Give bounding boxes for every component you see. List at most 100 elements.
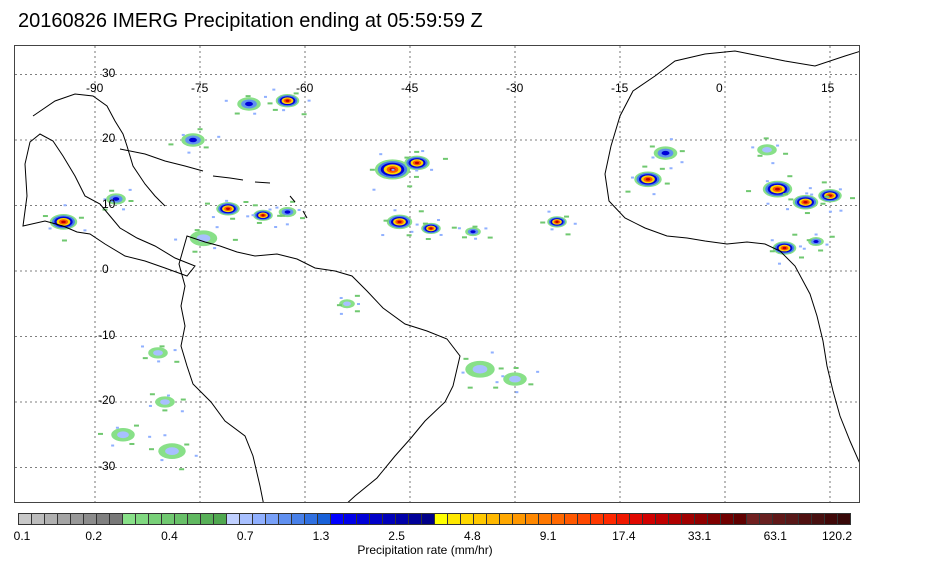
central-america-coastline	[22, 133, 196, 277]
precip-speckle	[484, 227, 488, 230]
precip-cell	[117, 431, 129, 439]
precip-cell	[245, 101, 253, 107]
precip-speckle	[630, 176, 634, 179]
colorbar-swatch	[123, 514, 136, 524]
precip-speckle	[230, 217, 236, 220]
longitude-label: -45	[401, 81, 419, 95]
colorbar-swatch	[812, 514, 825, 524]
colorbar-tick-label: 120.2	[821, 529, 853, 543]
precip-speckle	[625, 190, 631, 193]
precip-speckle	[422, 222, 428, 225]
precip-speckle	[413, 175, 419, 178]
precip-speckle	[463, 357, 469, 360]
colorbar-swatch	[604, 514, 617, 524]
longitude-label: -75	[191, 81, 209, 95]
precip-speckle	[820, 202, 826, 205]
precip-speckle	[217, 135, 221, 138]
precip-speckle	[157, 360, 161, 363]
precip-speckle	[474, 237, 478, 240]
precip-speckle	[181, 133, 185, 136]
precip-speckle	[493, 386, 499, 389]
precip-speckle	[415, 169, 419, 172]
precip-speckle	[203, 146, 209, 149]
precip-speckle	[234, 112, 240, 115]
precip-speckle	[649, 145, 655, 148]
precip-speckle	[547, 210, 551, 213]
precip-speckle	[680, 161, 684, 164]
precip-speckle	[297, 208, 301, 211]
precip-speckle	[798, 245, 802, 248]
precip-speckle	[148, 448, 154, 451]
precip-speckle	[179, 468, 185, 471]
colorbar-swatch	[383, 514, 396, 524]
precip-speckle	[279, 214, 285, 217]
precip-speckle	[391, 168, 395, 171]
precip-cell	[112, 197, 120, 201]
precip-speckle	[808, 187, 812, 190]
precip-speckle	[301, 113, 307, 116]
coastline-layer	[22, 50, 859, 502]
colorbar-tick-label: 2.5	[388, 529, 405, 543]
precip-speckle	[272, 108, 278, 111]
colorbar-swatch	[305, 514, 318, 524]
precip-cell	[803, 201, 808, 204]
precip-cell	[509, 375, 521, 383]
precip-speckle	[300, 217, 306, 220]
precip-speckle	[782, 193, 788, 196]
precip-speckle	[225, 199, 229, 202]
precip-speckle	[274, 226, 278, 229]
precip-cell	[813, 240, 819, 244]
colorbar-swatch	[591, 514, 604, 524]
precip-speckle	[766, 202, 770, 205]
precip-speckle	[307, 99, 311, 102]
colorbar-swatch	[695, 514, 708, 524]
precip-speckle	[277, 214, 283, 217]
colorbar-swatch	[344, 514, 357, 524]
precip-speckle	[148, 404, 152, 407]
precip-speckle	[825, 243, 829, 246]
precip-speckle	[213, 247, 217, 250]
precip-speckle	[42, 215, 48, 218]
precip-speckle	[173, 349, 177, 352]
colorbar-swatch	[682, 514, 695, 524]
latitude-label: -30	[98, 458, 116, 473]
colorbar-swatch	[799, 514, 812, 524]
precip-speckle	[168, 143, 174, 146]
precip-speckle	[224, 99, 228, 102]
precip-speckle	[122, 208, 126, 211]
precip-speckle	[336, 304, 342, 307]
precip-speckle	[246, 215, 250, 218]
precip-cell	[61, 220, 66, 224]
precip-speckle	[162, 409, 168, 412]
precip-speckle	[805, 192, 809, 195]
longitude-label: -90	[86, 81, 104, 95]
precip-speckle	[256, 221, 262, 224]
precip-speckle	[746, 190, 752, 193]
colorbar-swatch	[461, 514, 474, 524]
precip-speckle	[498, 367, 504, 370]
precip-speckle	[669, 138, 673, 141]
precip-speckle	[769, 250, 775, 253]
precip-speckle	[354, 294, 360, 297]
precip-speckle	[810, 193, 814, 196]
precip-speckle	[406, 234, 412, 237]
latitude-label: -20	[98, 393, 116, 407]
colorbar-swatch	[227, 514, 240, 524]
precip-speckle	[197, 128, 203, 131]
colorbar-swatch	[396, 514, 409, 524]
longitude-label: 15	[821, 81, 835, 95]
colorbar-swatch	[487, 514, 500, 524]
precipitation-layer	[42, 88, 856, 471]
colorbar-tick-label: 33.1	[687, 529, 712, 543]
precip-speckle	[115, 426, 119, 429]
precip-speckle	[133, 424, 139, 427]
colorbar-tick-label: 4.8	[464, 529, 481, 543]
precip-speckle	[642, 165, 648, 168]
precip-speckle	[251, 214, 255, 217]
precip-speckle	[379, 153, 383, 156]
colorbar-swatch	[110, 514, 123, 524]
colorbar-swatch	[721, 514, 734, 524]
precip-speckle	[651, 156, 655, 159]
colorbar-tick-label: 0.1	[13, 529, 31, 543]
colorbar-tick-label: 0.7	[236, 529, 254, 543]
